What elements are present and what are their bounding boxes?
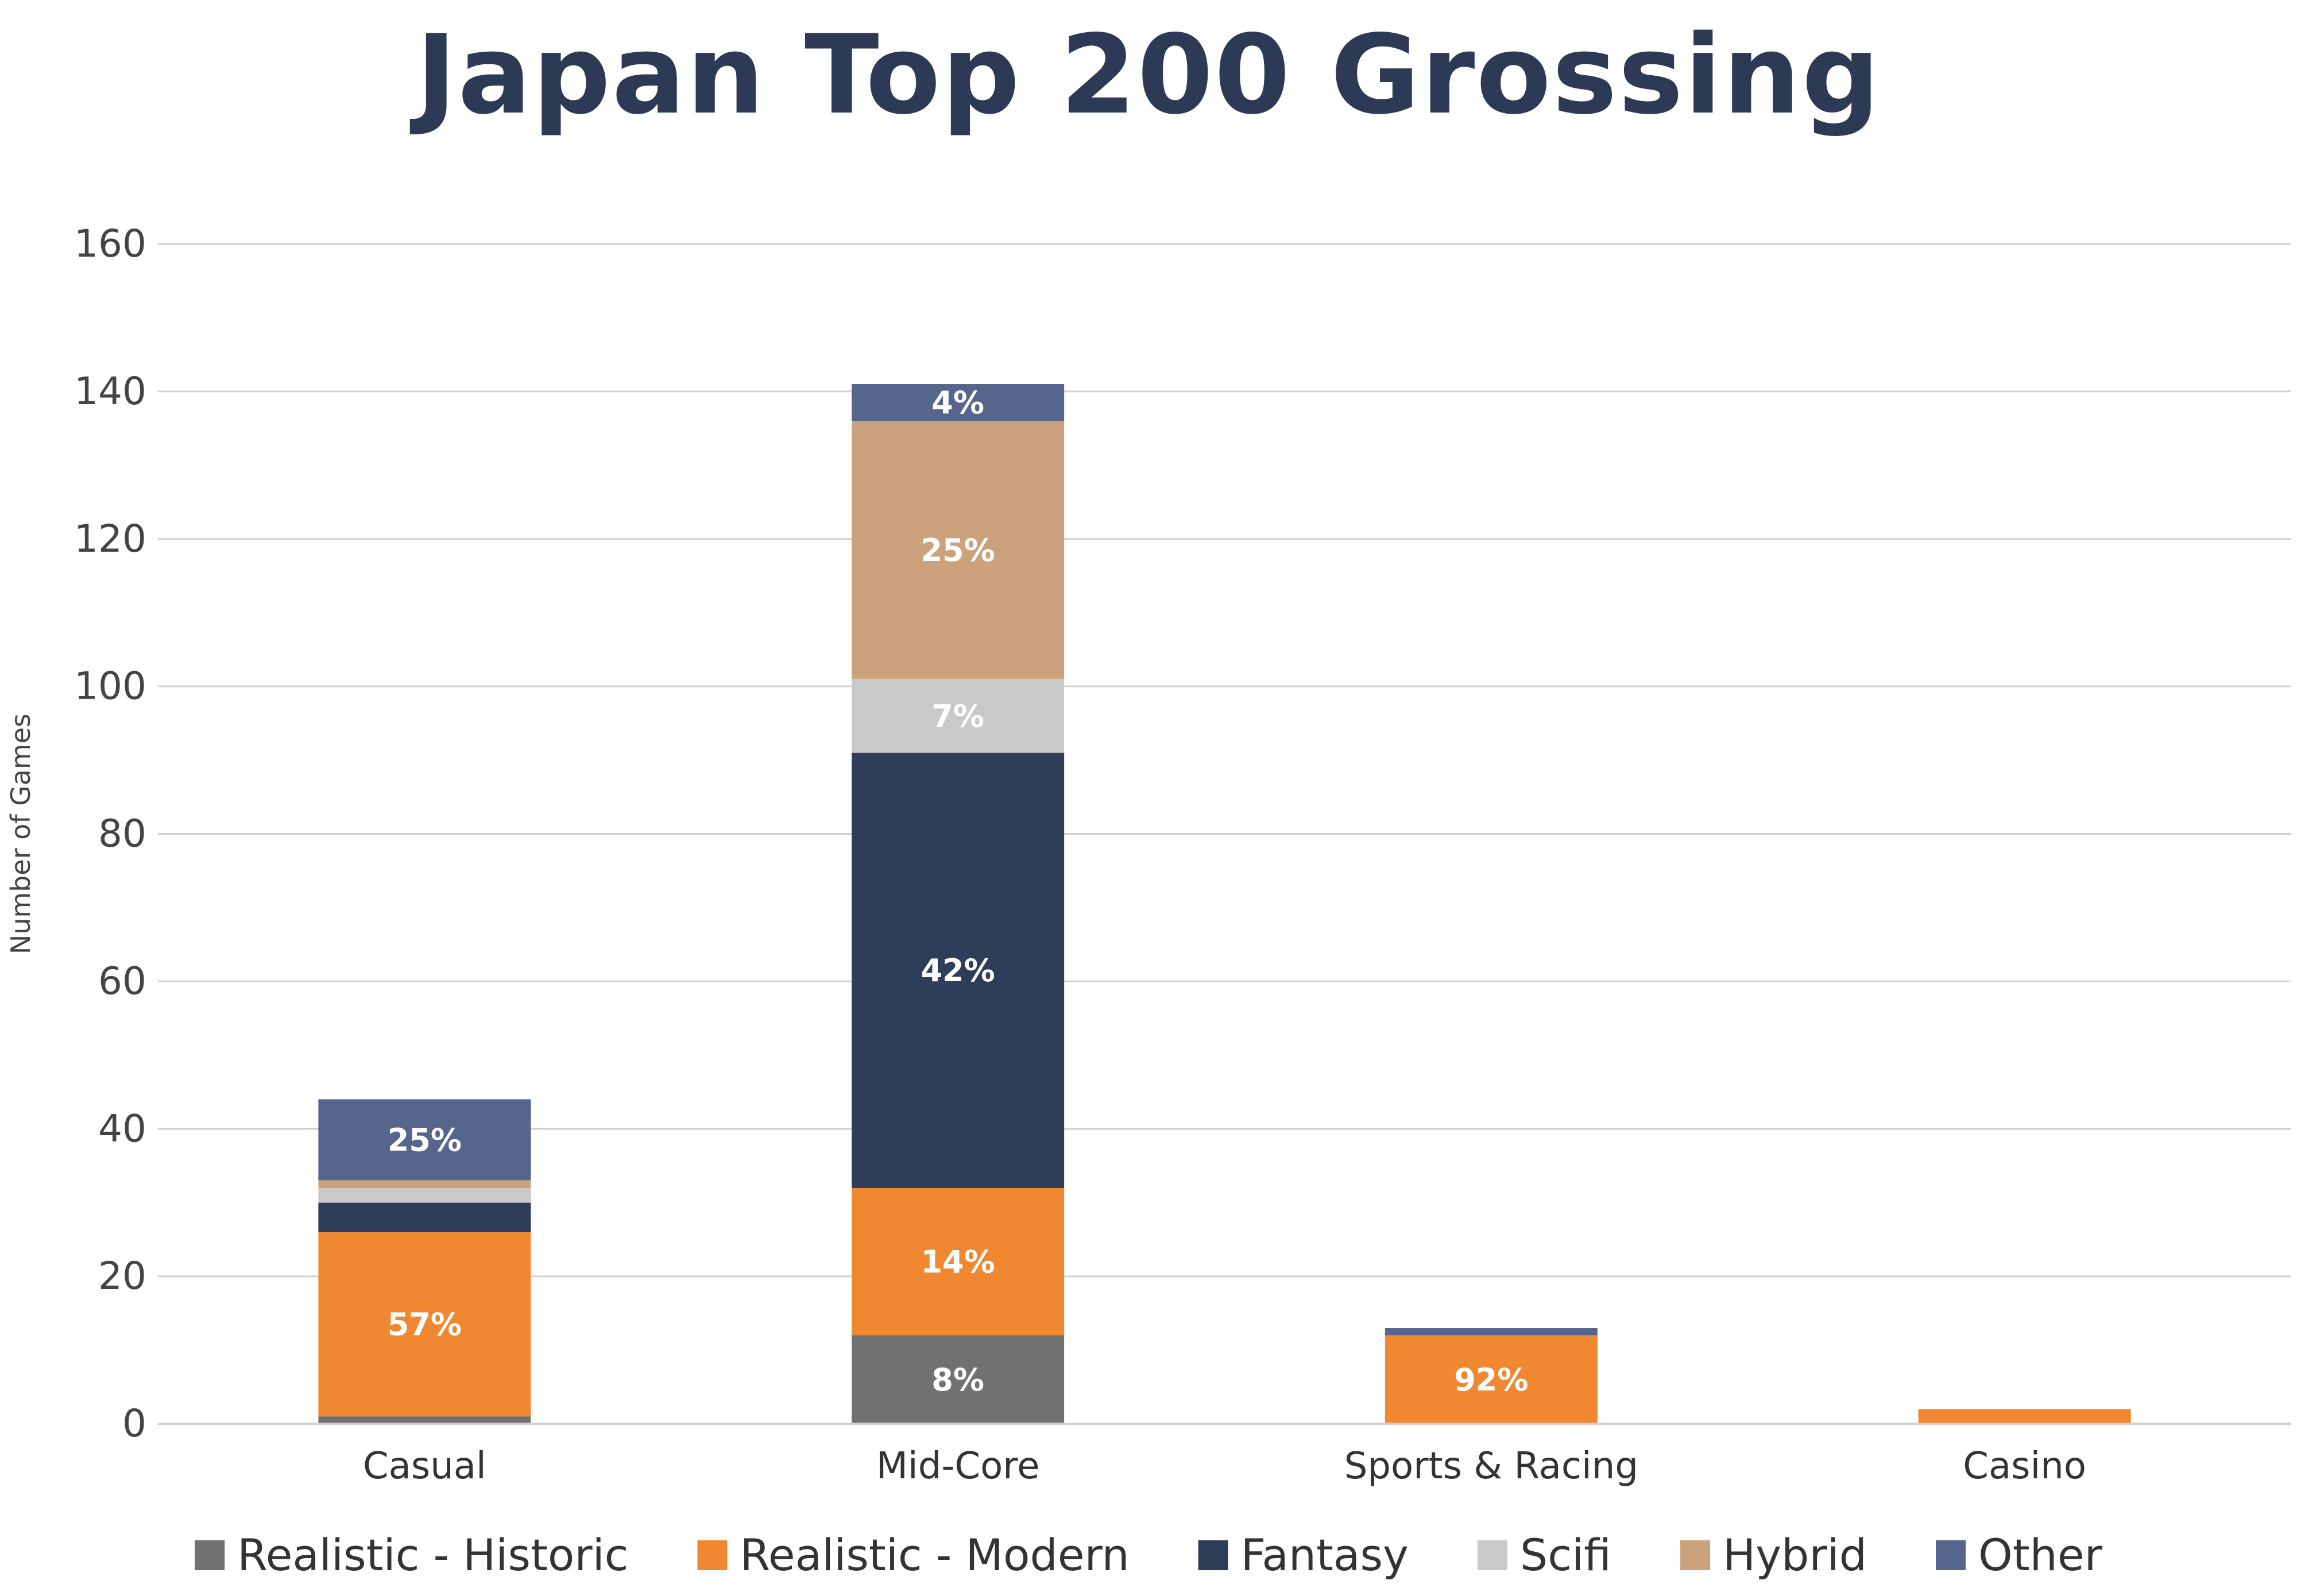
legend-label: Hybrid (1723, 1529, 1867, 1580)
data-label: 92% (1454, 1362, 1528, 1398)
bar-segment (318, 1180, 531, 1188)
legend-swatch (1198, 1540, 1228, 1570)
bar-segment (852, 753, 1065, 1188)
bar-segment (852, 421, 1065, 679)
y-tick-label: 140 (74, 369, 146, 413)
data-label: 42% (921, 952, 995, 989)
data-label: 14% (921, 1244, 995, 1280)
y-tick-label: 160 (74, 222, 146, 266)
bars (318, 384, 2131, 1424)
x-tick-label: Sports & Racing (1344, 1445, 1638, 1487)
bar-segment (318, 1416, 531, 1424)
x-tick-label: Casino (1963, 1445, 2086, 1487)
data-label: 8% (931, 1362, 984, 1398)
x-tick-label: Casual (363, 1445, 486, 1487)
y-tick-label: 80 (98, 812, 146, 856)
y-tick-label: 20 (98, 1254, 146, 1298)
legend-swatch (1936, 1540, 1966, 1570)
legend-label: Scifi (1520, 1529, 1611, 1580)
chart-title: Japan Top 200 Grossing (416, 11, 1881, 138)
y-tick-label: 0 (122, 1401, 146, 1446)
axes: 0 20 40 60 80 100 120 140 160 Number of Games Casu… (5, 222, 2291, 1487)
data-label: 4% (931, 385, 984, 421)
bar-segment (1385, 1335, 1598, 1424)
legend-label: Other (1978, 1529, 2103, 1580)
bar-segment (852, 679, 1065, 753)
data-label: 57% (388, 1307, 462, 1343)
legend-label: Fantasy (1241, 1529, 1409, 1580)
x-tick-label: Mid-Core (876, 1445, 1040, 1487)
legend-swatch (1680, 1540, 1711, 1570)
y-tick-label: 60 (98, 959, 146, 1003)
bar-segment (852, 384, 1065, 421)
bar-segment (318, 1232, 531, 1417)
legend-swatch (697, 1540, 728, 1570)
y-tick-label: 40 (98, 1106, 146, 1150)
bar-segment (318, 1188, 531, 1203)
bar-segment (852, 1188, 1065, 1335)
y-tick-label: 120 (74, 517, 146, 561)
bar-segment (318, 1099, 531, 1181)
y-axis-label: Number of Games (5, 714, 36, 954)
legend-label: Realistic - Historic (237, 1529, 628, 1580)
legend-swatch (1478, 1540, 1508, 1570)
legend-label: Realistic - Modern (740, 1529, 1129, 1580)
data-labels: 57% 25% 8% 14% 42% 7% 25% 4% 92% (388, 385, 1529, 1398)
data-label: 25% (921, 532, 995, 568)
legend-swatch (195, 1540, 225, 1570)
bar-segment (1918, 1409, 2131, 1424)
y-tick-label: 100 (74, 664, 146, 708)
data-label: 7% (931, 698, 984, 734)
legend: Realistic - Historic Realistic - Modern Fa… (195, 1529, 2103, 1580)
bar-segment (318, 1202, 531, 1233)
bar-segment (1385, 1328, 1598, 1335)
bar-segment (852, 1335, 1065, 1424)
data-label: 25% (388, 1122, 462, 1159)
